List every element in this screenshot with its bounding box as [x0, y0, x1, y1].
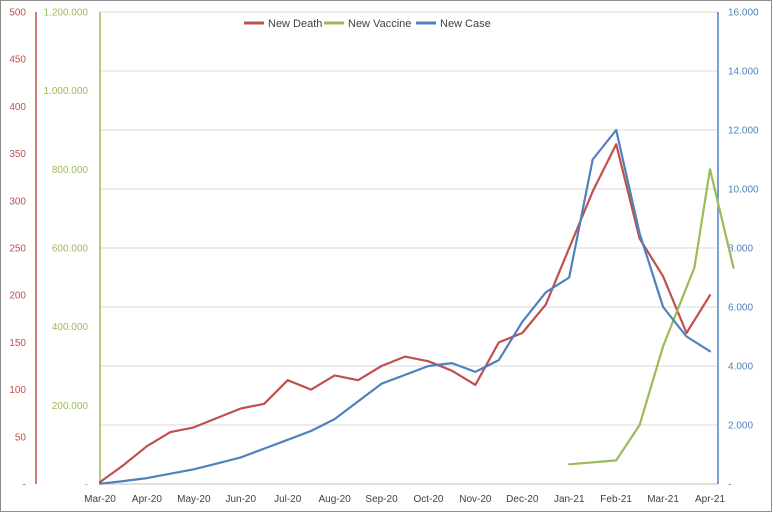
legend-entry: New Case — [440, 18, 491, 30]
x-tick-label: Nov-20 — [459, 494, 492, 505]
left_inner-tick-label: 1.200.000 — [44, 8, 89, 19]
x-tick-label: Sep-20 — [365, 494, 398, 505]
x-tick-label: Aug-20 — [318, 494, 351, 505]
x-tick-label: Mar-21 — [647, 494, 679, 505]
series-line-new-case — [98, 128, 712, 485]
left_inner-tick-label: 800.000 — [52, 165, 89, 176]
x-tick-label: Mar-20 — [84, 494, 116, 505]
left_outer-tick-label: 200 — [9, 291, 26, 302]
legend-entry: New Death — [268, 18, 322, 30]
legend-entry: New Vaccine — [348, 18, 411, 30]
left_outer-tick-label: 100 — [9, 385, 26, 396]
x-tick-label: Apr-20 — [132, 494, 162, 505]
right-tick-label: 12.000 — [728, 126, 759, 137]
axes: - 50 100 150 200 250 300 350 400 450 500 - 200.000 40… — [9, 8, 759, 506]
right-tick-label: 14.000 — [728, 67, 759, 78]
x-tick-label: Feb-21 — [600, 494, 632, 505]
x-tick-label: May-20 — [177, 494, 211, 505]
right-tick-label: 6.000 — [728, 303, 753, 314]
left_inner-tick-label: 400.000 — [52, 322, 89, 333]
x-tick-label: Jan-21 — [554, 494, 585, 505]
left_inner-tick-label: 1.000.000 — [44, 86, 89, 97]
left_inner-tick-label: - — [85, 480, 88, 491]
left_outer-tick-label: 500 — [9, 8, 26, 19]
x-tick-label: Jun-20 — [225, 494, 256, 505]
right-tick-label: 10.000 — [728, 185, 759, 196]
x-tick-label: Apr-21 — [695, 494, 725, 505]
series-line-new-death — [98, 143, 712, 484]
left_outer-tick-label: 250 — [9, 244, 26, 255]
left_inner-tick-label: 200.000 — [52, 401, 89, 412]
right-tick-label: 16.000 — [728, 8, 759, 19]
left_outer-tick-label: 400 — [9, 102, 26, 113]
x-tick-label: Jul-20 — [274, 494, 302, 505]
left_outer-tick-label: - — [23, 480, 26, 491]
left_outer-tick-label: 350 — [9, 149, 26, 160]
left_inner-tick-label: 600.000 — [52, 244, 89, 255]
right-tick-label: 2.000 — [728, 421, 753, 432]
left_outer-tick-label: 450 — [9, 55, 26, 66]
legend: New Death New Vaccine New Case — [244, 18, 491, 30]
right-tick-label: - — [728, 480, 731, 491]
left_outer-tick-label: 50 — [15, 432, 27, 443]
series-line-new-vaccine — [568, 168, 735, 466]
right-tick-label: 4.000 — [728, 362, 753, 373]
series-lines — [98, 128, 735, 485]
x-tick-label: Dec-20 — [506, 494, 539, 505]
x-tick-label: Oct-20 — [413, 494, 443, 505]
gridlines — [100, 11, 718, 485]
left_outer-tick-label: 150 — [9, 338, 26, 349]
right-tick-label: 8.000 — [728, 244, 753, 255]
left_outer-tick-label: 300 — [9, 196, 26, 207]
